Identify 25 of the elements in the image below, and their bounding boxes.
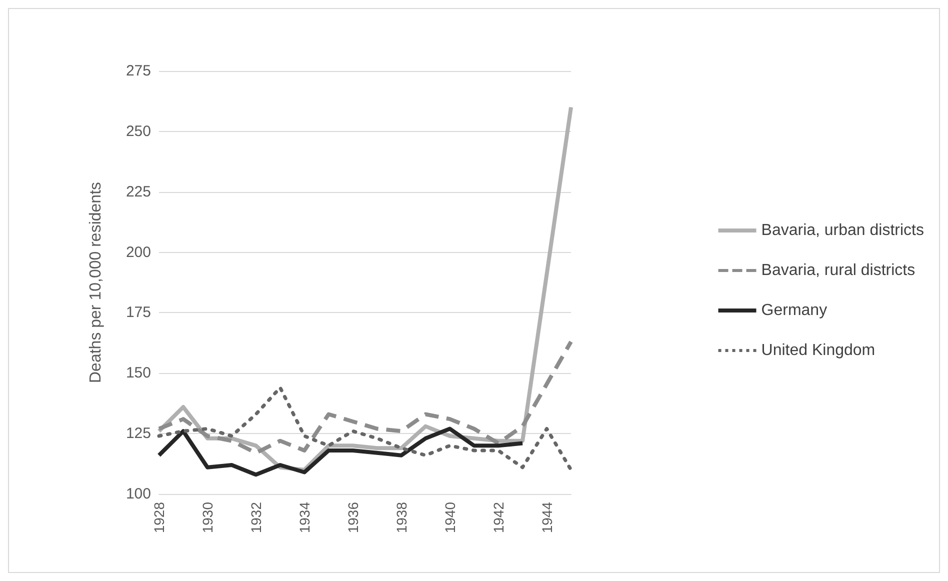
x-tick-label: 1942 <box>490 502 506 534</box>
x-tick-label: 1932 <box>248 502 264 534</box>
y-tick-label: 200 <box>126 244 151 261</box>
y-tick-label: 275 <box>126 62 151 80</box>
y-tick-label: 125 <box>126 425 151 442</box>
line-series <box>157 340 573 455</box>
x-tick-label: 1930 <box>199 502 216 534</box>
x-tick-label: 1934 <box>296 502 312 534</box>
x-tick-label: 1940 <box>442 502 458 534</box>
legend-label: Bavaria, rural districts <box>761 262 916 279</box>
x-tick-label: 1938 <box>393 502 410 534</box>
y-tick-label: 175 <box>126 304 151 322</box>
line-series <box>157 426 525 477</box>
legend-label: Bavaria, urban districts <box>761 222 924 239</box>
x-tick-label: 1928 <box>151 502 167 534</box>
legend-label: United Kingdom <box>761 342 876 359</box>
x-tick-label: 1944 <box>538 502 555 534</box>
y-tick-label: 150 <box>126 364 151 382</box>
line-series <box>157 386 573 472</box>
y-tick-label: 250 <box>126 122 151 140</box>
y-tick-label: 225 <box>126 183 151 200</box>
x-tick-label: 1936 <box>344 502 361 534</box>
y-tick-label: 100 <box>126 486 151 502</box>
legend-label: Germany <box>761 302 828 319</box>
y-axis-title: Deaths per 10,000 residents <box>88 182 104 384</box>
